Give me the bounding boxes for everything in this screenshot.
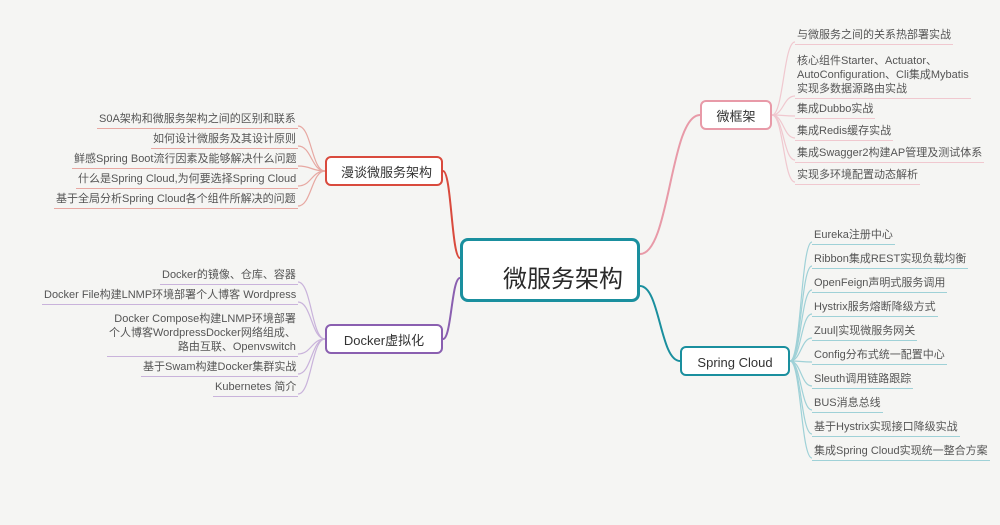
leaf-microfw-1: 核心组件Starter、Actuator、AutoConfiguration、C… bbox=[795, 54, 971, 99]
leaf-docker-2: Docker Compose构建LNMP环境部署个人博客WordpressDoc… bbox=[107, 312, 298, 357]
leaf-talk-1: 如何设计微服务及其设计原则 bbox=[151, 132, 298, 149]
leaf-microfw-4: 集成Swagger2构建AP管理及测试体系 bbox=[795, 146, 984, 163]
leaf-springcloud-7: BUS消息总线 bbox=[812, 396, 883, 413]
leaf-springcloud-2: OpenFeign声明式服务调用 bbox=[812, 276, 947, 293]
leaf-docker-3: 基于Swam构建Docker集群实战 bbox=[141, 360, 298, 377]
branch-node-talk: 漫谈微服务架构 bbox=[325, 156, 443, 186]
leaf-talk-2: 鲜感Spring Boot流行因素及能够解决什么问题 bbox=[72, 152, 298, 169]
leaf-springcloud-0: Eureka注册中心 bbox=[812, 228, 895, 245]
leaf-springcloud-3: Hystrix服务熔断降级方式 bbox=[812, 300, 938, 317]
center-node: 微服务架构 bbox=[460, 238, 640, 302]
leaf-microfw-2: 集成Dubbo实战 bbox=[795, 102, 875, 119]
branch-node-docker: Docker虚拟化 bbox=[325, 324, 443, 354]
leaf-docker-4: Kubernetes 简介 bbox=[213, 380, 298, 397]
leaf-springcloud-6: Sleuth调用链路跟踪 bbox=[812, 372, 913, 389]
center-node-label: 微服务架构 bbox=[503, 266, 623, 293]
leaf-talk-3: 什么是Spring Cloud,为何要选择Spring Cloud bbox=[76, 172, 298, 189]
leaf-springcloud-9: 集成Spring Cloud实现统一整合方案 bbox=[812, 444, 990, 461]
leaf-microfw-0: 与微服务之间的关系热部署实战 bbox=[795, 28, 953, 45]
leaf-springcloud-5: Config分布式统一配置中心 bbox=[812, 348, 947, 365]
leaf-springcloud-1: Ribbon集成REST实现负载均衡 bbox=[812, 252, 968, 269]
branch-node-microfw: 微框架 bbox=[700, 100, 772, 130]
leaf-talk-4: 基于全局分析Spring Cloud各个组件所解决的问题 bbox=[54, 192, 298, 209]
leaf-docker-1: Docker File构建LNMP环境部署个人博客 Wordpress bbox=[42, 288, 298, 305]
leaf-springcloud-4: Zuul|实现微服务网关 bbox=[812, 324, 917, 341]
leaf-talk-0: S0A架构和微服务架构之间的区别和联系 bbox=[97, 112, 298, 129]
branch-node-springcloud: Spring Cloud bbox=[680, 346, 790, 376]
leaf-microfw-3: 集成Redis缓存实战 bbox=[795, 124, 893, 141]
leaf-docker-0: Docker的镜像、仓库、容器 bbox=[160, 268, 298, 285]
leaf-springcloud-8: 基于Hystrix实现接口降级实战 bbox=[812, 420, 960, 437]
leaf-microfw-5: 实现多环境配置动态解析 bbox=[795, 168, 920, 185]
